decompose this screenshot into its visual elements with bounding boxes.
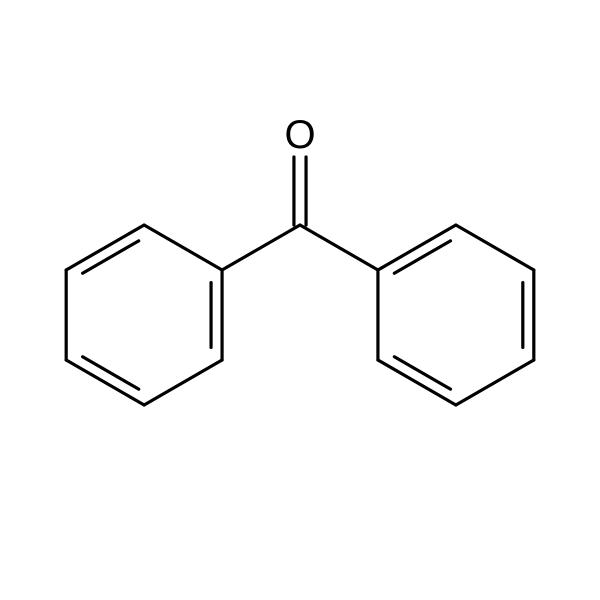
bond-line [378, 360, 456, 405]
bond-line [378, 225, 456, 270]
label-layer: O [284, 113, 315, 157]
bond-line [66, 360, 144, 405]
bond-line [144, 225, 222, 270]
bond-line [66, 225, 144, 270]
bond-line [456, 225, 534, 270]
atom-label-o: O [284, 113, 315, 157]
molecule-diagram: O [0, 0, 600, 600]
bond-layer [66, 157, 534, 405]
bond-line [144, 360, 222, 405]
bond-line [222, 225, 300, 270]
bond-line [456, 360, 534, 405]
bond-line [300, 225, 378, 270]
